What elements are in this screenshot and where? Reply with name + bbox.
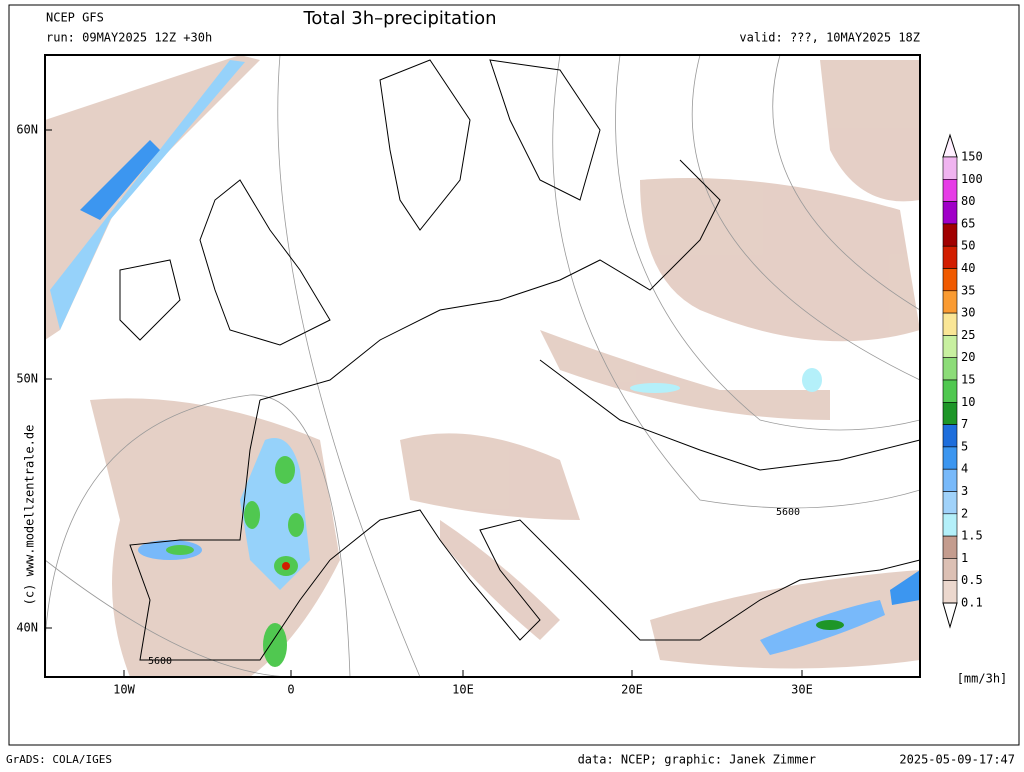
- contour-label: 5600: [148, 656, 172, 667]
- legend-swatch: [942, 223, 958, 247]
- legend-label: 1: [961, 551, 968, 565]
- legend-bottom-arrow: [942, 602, 958, 629]
- legend-swatch: [942, 580, 958, 604]
- legend-label: 10: [961, 395, 975, 409]
- legend-swatch: [942, 424, 958, 448]
- legend-label: 4: [961, 462, 968, 476]
- lat-label: 50N: [16, 372, 38, 386]
- legend-label: 25: [961, 328, 975, 342]
- legend-label: 100: [961, 172, 983, 186]
- legend-unit: [mm/3h]: [957, 672, 1008, 686]
- valid-time: valid: ???, 10MAY2025 18Z: [739, 31, 920, 45]
- legend-swatch: [942, 201, 958, 225]
- legend-swatch: [942, 290, 958, 314]
- legend-swatch: [942, 513, 958, 537]
- legend-swatch: [942, 491, 958, 515]
- lon-label: 0: [287, 683, 294, 697]
- legend-label: 7: [961, 417, 968, 431]
- legend-swatch: [942, 379, 958, 403]
- legend-label: 30: [961, 306, 975, 320]
- lon-label: 10E: [452, 683, 474, 697]
- map-area: [44, 54, 921, 678]
- legend-swatch: [942, 446, 958, 470]
- legend-label: 80: [961, 194, 975, 208]
- legend-swatch: [942, 535, 958, 559]
- legend-label: 0.1: [961, 596, 983, 610]
- legend-swatch: [942, 312, 958, 336]
- legend-label: 3: [961, 484, 968, 498]
- lat-label: 60N: [16, 123, 38, 137]
- lat-label: 40N: [16, 621, 38, 635]
- legend-swatch: [942, 558, 958, 582]
- legend-label: 2: [961, 506, 968, 520]
- legend-swatch: [942, 401, 958, 425]
- model-name: NCEP GFS: [46, 11, 104, 25]
- lon-label: 30E: [791, 683, 813, 697]
- legend-label: 0.5: [961, 573, 983, 587]
- legend-label: 150: [961, 150, 983, 164]
- run-info: run: 09MAY2025 12Z +30h: [46, 31, 212, 45]
- footer-center: data: NCEP; graphic: Janek Zimmer: [578, 753, 816, 767]
- legend-label: 5: [961, 439, 968, 453]
- geopotential-contours: [44, 54, 921, 678]
- legend-swatch: [942, 179, 958, 202]
- footer-left: GrADS: COLA/IGES: [6, 753, 112, 766]
- coastlines: [119, 59, 921, 661]
- lon-label: 10W: [113, 683, 135, 697]
- legend-label: 35: [961, 283, 975, 297]
- legend-swatch: [942, 268, 958, 292]
- contour-label: 5600: [776, 507, 800, 518]
- legend-label: 50: [961, 239, 975, 253]
- footer-right: 2025-05-09-17:47: [899, 753, 1015, 767]
- legend-label: 1.5: [961, 529, 983, 543]
- precip-heavy: [50, 60, 920, 667]
- legend-label: 40: [961, 261, 975, 275]
- legend-swatch: [942, 357, 958, 381]
- map-title: Total 3h–precipitation: [302, 8, 496, 29]
- side-credit: (c) www.modellzentrale.de: [23, 425, 37, 606]
- legend-swatch: [942, 468, 958, 492]
- legend-swatch: [942, 156, 958, 180]
- legend-label: 15: [961, 373, 975, 387]
- lon-label: 20E: [621, 683, 643, 697]
- legend-swatch: [942, 245, 958, 269]
- map-frame: [44, 54, 921, 678]
- legend-label: 65: [961, 216, 975, 230]
- legend-label: 20: [961, 350, 975, 364]
- legend-swatch: [942, 335, 958, 358]
